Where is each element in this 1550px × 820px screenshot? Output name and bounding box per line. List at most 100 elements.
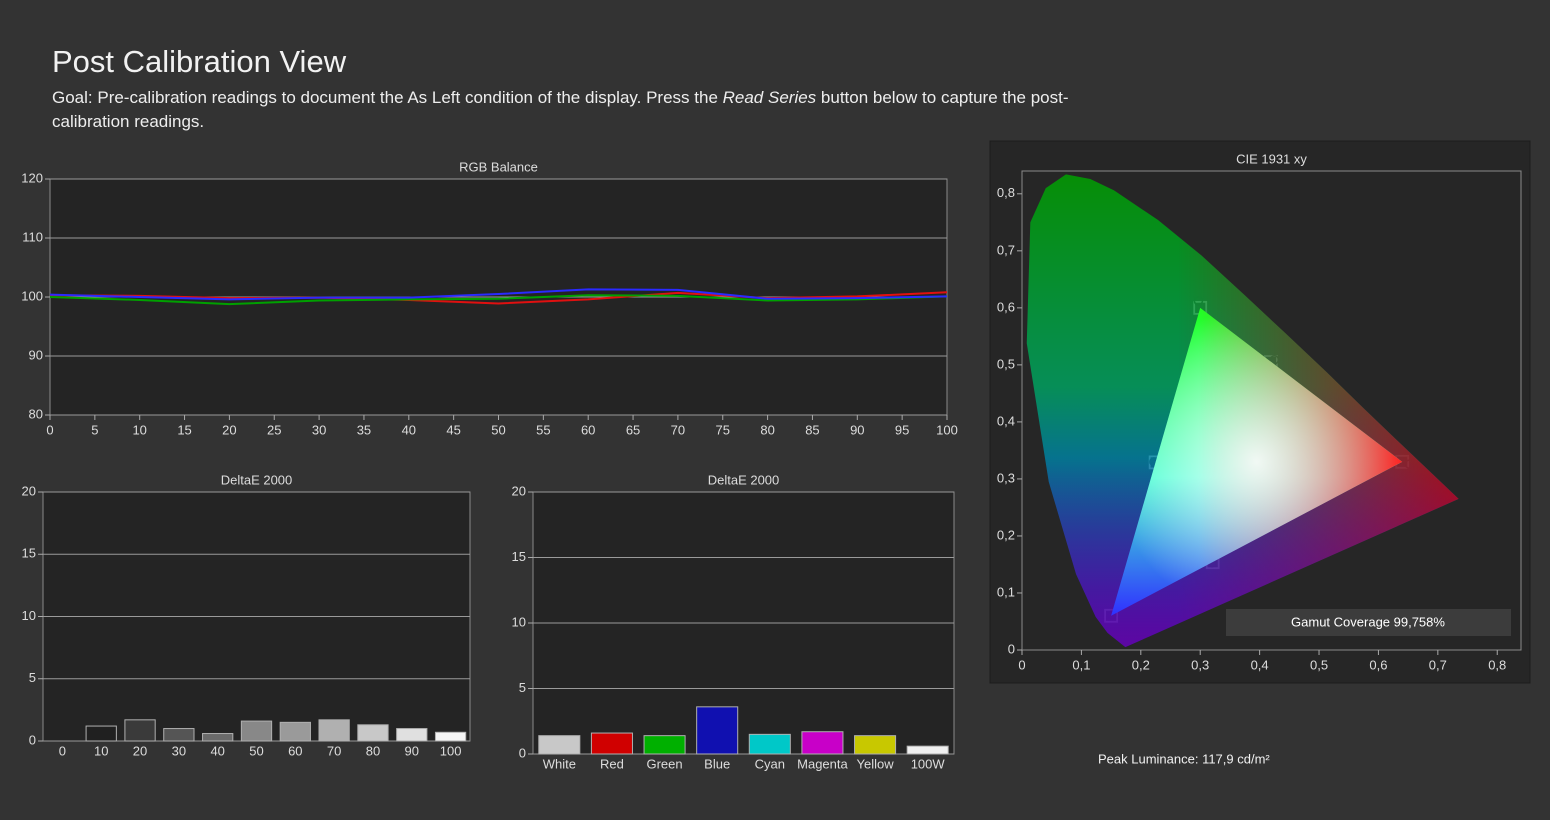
y-tick-label: 10 [22, 608, 36, 623]
y-tick-label: 0,1 [997, 584, 1015, 599]
x-tick-label: 35 [357, 422, 371, 437]
x-tick-label: 0 [59, 743, 66, 758]
x-tick-label: 30 [312, 422, 326, 437]
x-tick-label: 10 [132, 422, 146, 437]
x-tick-label: 0,5 [1310, 657, 1328, 672]
x-tick-label: 40 [210, 743, 224, 758]
x-tick-label: White [543, 756, 576, 771]
bar [240, 720, 273, 742]
bar [163, 728, 195, 742]
x-tick-label: 5 [91, 422, 98, 437]
y-tick-label: 90 [29, 347, 43, 362]
x-tick-label: 25 [267, 422, 281, 437]
page-title: Post Calibration View [52, 44, 347, 79]
spectral-locus [1026, 174, 1459, 648]
bar [279, 721, 311, 742]
y-tick-label: 0,4 [997, 413, 1015, 428]
x-tick-label: 30 [172, 743, 186, 758]
y-tick-label: 5 [519, 680, 526, 695]
bar [590, 732, 633, 755]
x-tick-label: 0,4 [1251, 657, 1269, 672]
x-tick-label: 85 [805, 422, 819, 437]
chart: RGB Balance 80 90 100 110 120 0 5 10 15 20 25 30 35 40… [21, 159, 958, 437]
y-tick-label: 110 [22, 229, 43, 244]
bar [318, 719, 350, 742]
bar [748, 733, 791, 755]
x-tick-label: 20 [222, 422, 236, 437]
y-tick-label: 20 [512, 483, 526, 498]
x-tick-label: Yellow [857, 756, 895, 771]
bar [801, 731, 844, 755]
y-tick-label: 120 [21, 170, 43, 185]
x-tick-label: 50 [491, 422, 505, 437]
y-tick-label: 0 [519, 745, 526, 760]
chart-title: DeltaE 2000 [708, 472, 780, 487]
series-line [49, 288, 948, 301]
bar [124, 719, 156, 742]
x-tick-label: 90 [850, 422, 864, 437]
x-tick-label: 0,7 [1429, 657, 1447, 672]
bar [434, 731, 467, 742]
bar [396, 728, 428, 742]
chart-title: CIE 1931 xy [1236, 151, 1307, 166]
y-tick-label: 80 [29, 406, 43, 421]
x-tick-label: 100W [911, 756, 946, 771]
x-tick-label: 0,6 [1369, 657, 1387, 672]
series-line [49, 294, 948, 306]
x-tick-label: 45 [446, 422, 460, 437]
goal-emphasis: Read Series [722, 88, 817, 107]
y-tick-label: 0,3 [997, 470, 1015, 485]
bar [202, 733, 234, 742]
y-tick-label: 0 [29, 732, 36, 747]
x-tick-label: 0,3 [1191, 657, 1209, 672]
y-tick-label: 0,5 [997, 356, 1015, 371]
x-tick-label: 60 [288, 743, 302, 758]
bar [357, 724, 389, 742]
y-tick-label: 100 [21, 288, 43, 303]
x-tick-label: 80 [366, 743, 380, 758]
chart-title: DeltaE 2000 [221, 472, 293, 487]
x-tick-label: 70 [671, 422, 685, 437]
bar [538, 735, 581, 755]
x-tick-label: 55 [536, 422, 550, 437]
bar [854, 735, 897, 755]
y-tick-label: 0,2 [997, 527, 1015, 542]
peak-luminance: Peak Luminance: 117,9 cd/m² [1098, 751, 1270, 766]
chart: DeltaE 2000 0 5 10 15 20 0 10 20 30 40 50 60 70 80 90 10… [22, 472, 471, 758]
x-tick-label: 65 [626, 422, 640, 437]
y-tick-label: 10 [512, 614, 526, 629]
goal-part: Goal: Pre-calibration readings to docume… [52, 88, 723, 107]
x-tick-label: 40 [402, 422, 416, 437]
annotation-box [1226, 609, 1511, 636]
x-tick-label: 70 [327, 743, 341, 758]
x-tick-label: 0,8 [1488, 657, 1506, 672]
x-tick-label: Cyan [755, 756, 785, 771]
x-tick-label: Blue [704, 756, 730, 771]
x-tick-label: 10 [94, 743, 108, 758]
y-tick-label: 0,6 [997, 299, 1015, 314]
gamut-coverage: Gamut Coverage 99,758% [1291, 614, 1445, 629]
x-tick-label: 80 [760, 422, 774, 437]
y-tick-label: 0 [1008, 641, 1015, 656]
x-tick-label: 0,2 [1132, 657, 1150, 672]
y-tick-label: 5 [29, 670, 36, 685]
x-tick-label: 95 [895, 422, 909, 437]
x-tick-label: 60 [581, 422, 595, 437]
y-tick-label: 0,8 [997, 185, 1015, 200]
x-tick-label: 75 [716, 422, 730, 437]
x-tick-label: Red [600, 756, 624, 771]
bar [85, 725, 117, 742]
bar [643, 735, 686, 755]
x-tick-label: 20 [133, 743, 147, 758]
x-tick-label: 90 [405, 743, 419, 758]
bar [906, 745, 949, 755]
x-tick-label: 100 [936, 422, 958, 437]
goal-part: button below to capture the post-calibra… [52, 88, 1069, 131]
y-tick-label: 15 [512, 549, 526, 564]
chart: DeltaE 2000 0 5 10 15 20 White Red Green Blue Cyan… [512, 472, 955, 771]
y-tick-label: 15 [22, 546, 36, 561]
x-tick-label: 0 [46, 422, 53, 437]
x-tick-label: Green [646, 756, 682, 771]
